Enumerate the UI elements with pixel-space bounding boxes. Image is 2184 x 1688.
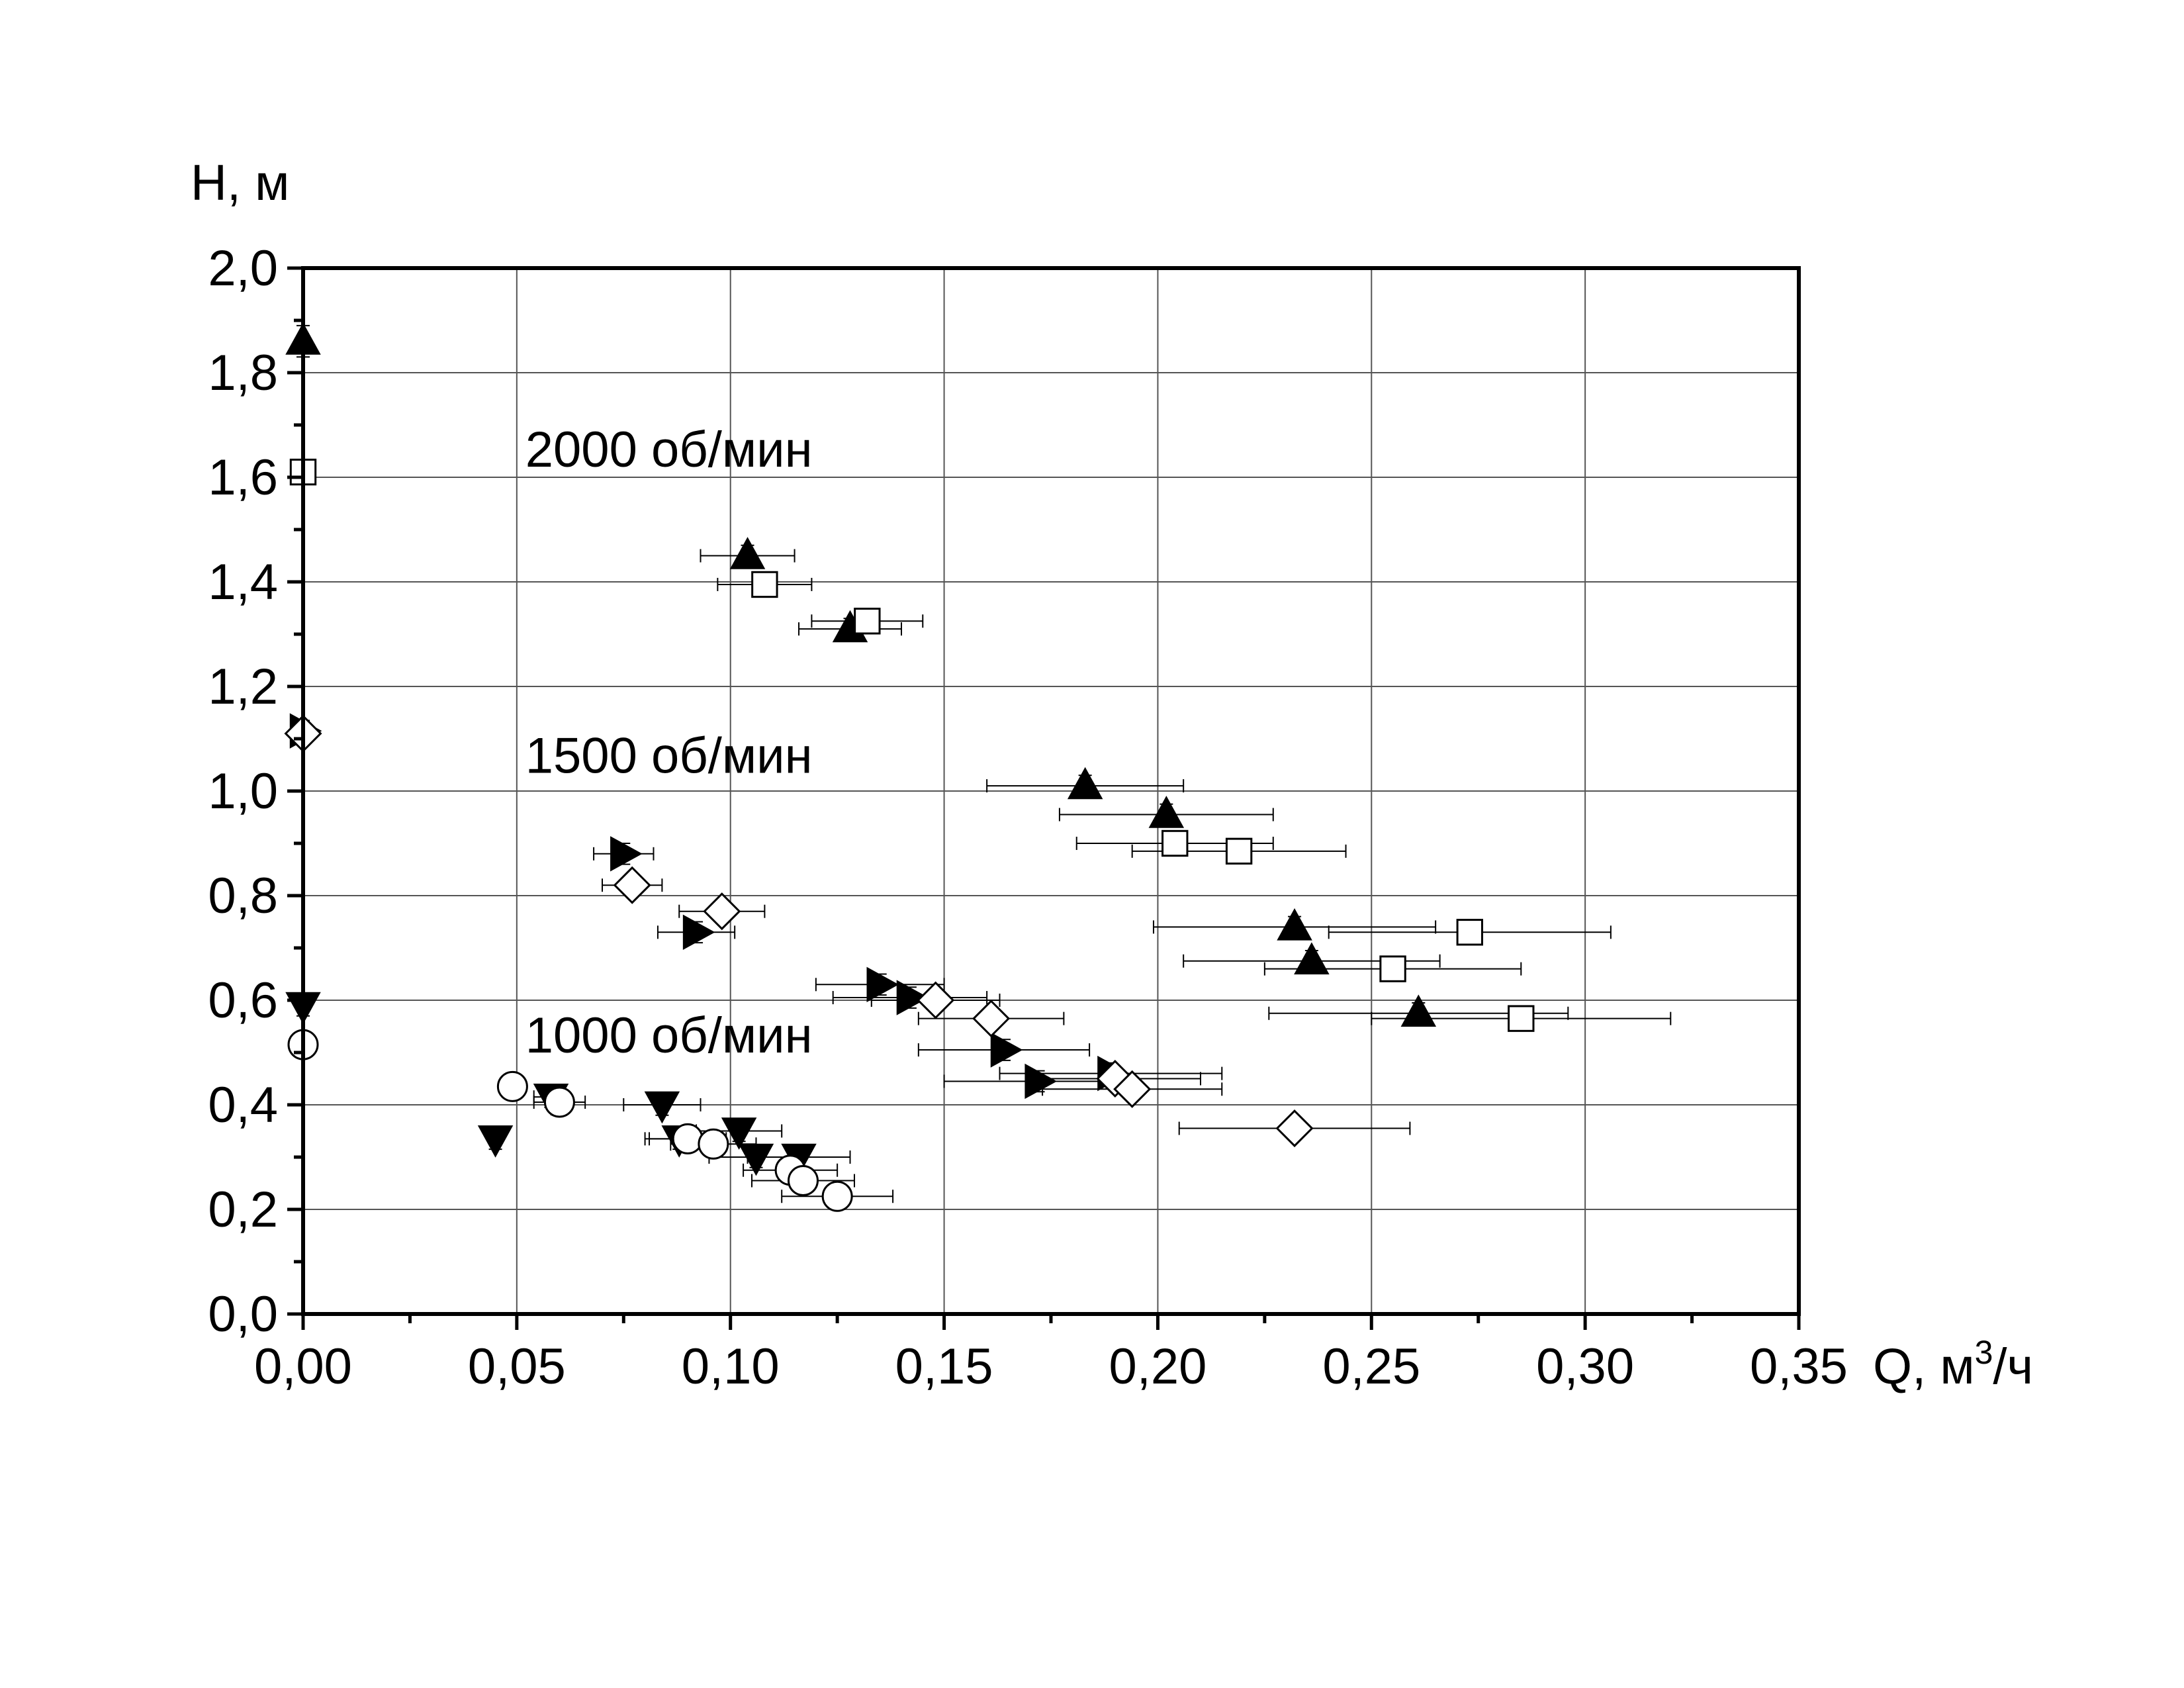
data-point-square bbox=[854, 608, 881, 635]
x-tick-label: 0,05 bbox=[468, 1338, 566, 1395]
y-tick-label: 0,6 bbox=[208, 972, 278, 1029]
annotation-label: 1000 об/мин bbox=[525, 1008, 813, 1064]
y-tick-label: 2,0 bbox=[208, 240, 278, 297]
y-tick-label: 0,4 bbox=[208, 1077, 278, 1133]
y-tick-label: 1,8 bbox=[208, 345, 278, 401]
data-point-circle bbox=[787, 1165, 819, 1197]
y-tick-label: 1,2 bbox=[208, 659, 278, 715]
data-point-circle bbox=[496, 1070, 528, 1102]
x-tick-label: 0,25 bbox=[1322, 1338, 1420, 1395]
x-tick-label: 0,15 bbox=[895, 1338, 993, 1395]
y-tick-label: 0,2 bbox=[208, 1182, 278, 1238]
x-tick-label: 0,35 bbox=[1750, 1338, 1848, 1395]
data-point-diamond bbox=[917, 981, 955, 1019]
y-tick-label: 1,4 bbox=[208, 554, 278, 610]
annotations: 2000 об/мин 1500 об/мин 1000 об/мин bbox=[525, 422, 813, 1064]
x-tick-label: 0,30 bbox=[1536, 1338, 1634, 1395]
data-point-diamond bbox=[613, 866, 651, 904]
data-point-circle bbox=[698, 1128, 729, 1160]
data-point-triangle-right bbox=[1024, 1063, 1058, 1100]
x-tick-label: 0,00 bbox=[254, 1338, 352, 1395]
data-point-triangle-up bbox=[1277, 908, 1312, 941]
data-point-diamond bbox=[1113, 1070, 1152, 1108]
x-tick-label: 0,10 bbox=[682, 1338, 780, 1395]
tick-labels: 0,00 0,05 0,10 0,15 0,20 0,25 0,30 0,35 0,0 0,2 0,… bbox=[208, 240, 1848, 1395]
y-tick-label: 1,0 bbox=[208, 763, 278, 820]
data-point-triangle-up bbox=[1400, 994, 1437, 1027]
data-point-triangle-right bbox=[896, 980, 929, 1015]
x-axis-label: Q, м3/ч bbox=[1873, 1334, 2033, 1395]
data-point-triangle-down bbox=[738, 1143, 774, 1176]
data-markers bbox=[284, 322, 1535, 1212]
data-point-triangle-right bbox=[682, 914, 715, 951]
data-point-square bbox=[751, 571, 778, 598]
data-point-circle bbox=[821, 1180, 853, 1212]
y-tick-label: 1,6 bbox=[208, 449, 278, 506]
data-point-triangle-right bbox=[866, 966, 899, 1003]
data-point-square bbox=[1225, 837, 1253, 865]
data-point-circle bbox=[543, 1086, 575, 1118]
data-point-square bbox=[1379, 955, 1406, 982]
data-point-triangle-up bbox=[1148, 796, 1185, 828]
y-axis-label: H, м bbox=[191, 155, 289, 211]
data-point-triangle-right bbox=[990, 1032, 1023, 1068]
y-tick-label: 0,8 bbox=[208, 868, 278, 924]
data-point-circle bbox=[672, 1123, 704, 1154]
data-point-triangle-up bbox=[1067, 767, 1103, 800]
data-point-square bbox=[1456, 919, 1484, 946]
annotation-label: 2000 об/мин bbox=[525, 422, 813, 478]
x-tick-label: 0,20 bbox=[1109, 1338, 1206, 1395]
data-point-diamond bbox=[1275, 1109, 1314, 1148]
data-point-square bbox=[1508, 1005, 1535, 1032]
data-point-diamond bbox=[972, 1000, 1011, 1038]
data-point-square bbox=[1161, 829, 1189, 857]
data-point-triangle-down bbox=[644, 1091, 680, 1124]
data-point-triangle-up bbox=[1294, 942, 1330, 974]
data-point-triangle-right bbox=[610, 836, 643, 872]
annotation-label: 1500 об/мин bbox=[525, 727, 813, 784]
grid bbox=[303, 268, 1799, 1314]
data-point-diamond bbox=[703, 892, 741, 931]
axis-ticks bbox=[287, 266, 1801, 1330]
data-point-triangle-down bbox=[721, 1117, 757, 1150]
data-point-triangle-up bbox=[729, 537, 766, 569]
y-tick-label: 0,0 bbox=[208, 1286, 278, 1342]
data-point-triangle-down bbox=[477, 1125, 514, 1158]
